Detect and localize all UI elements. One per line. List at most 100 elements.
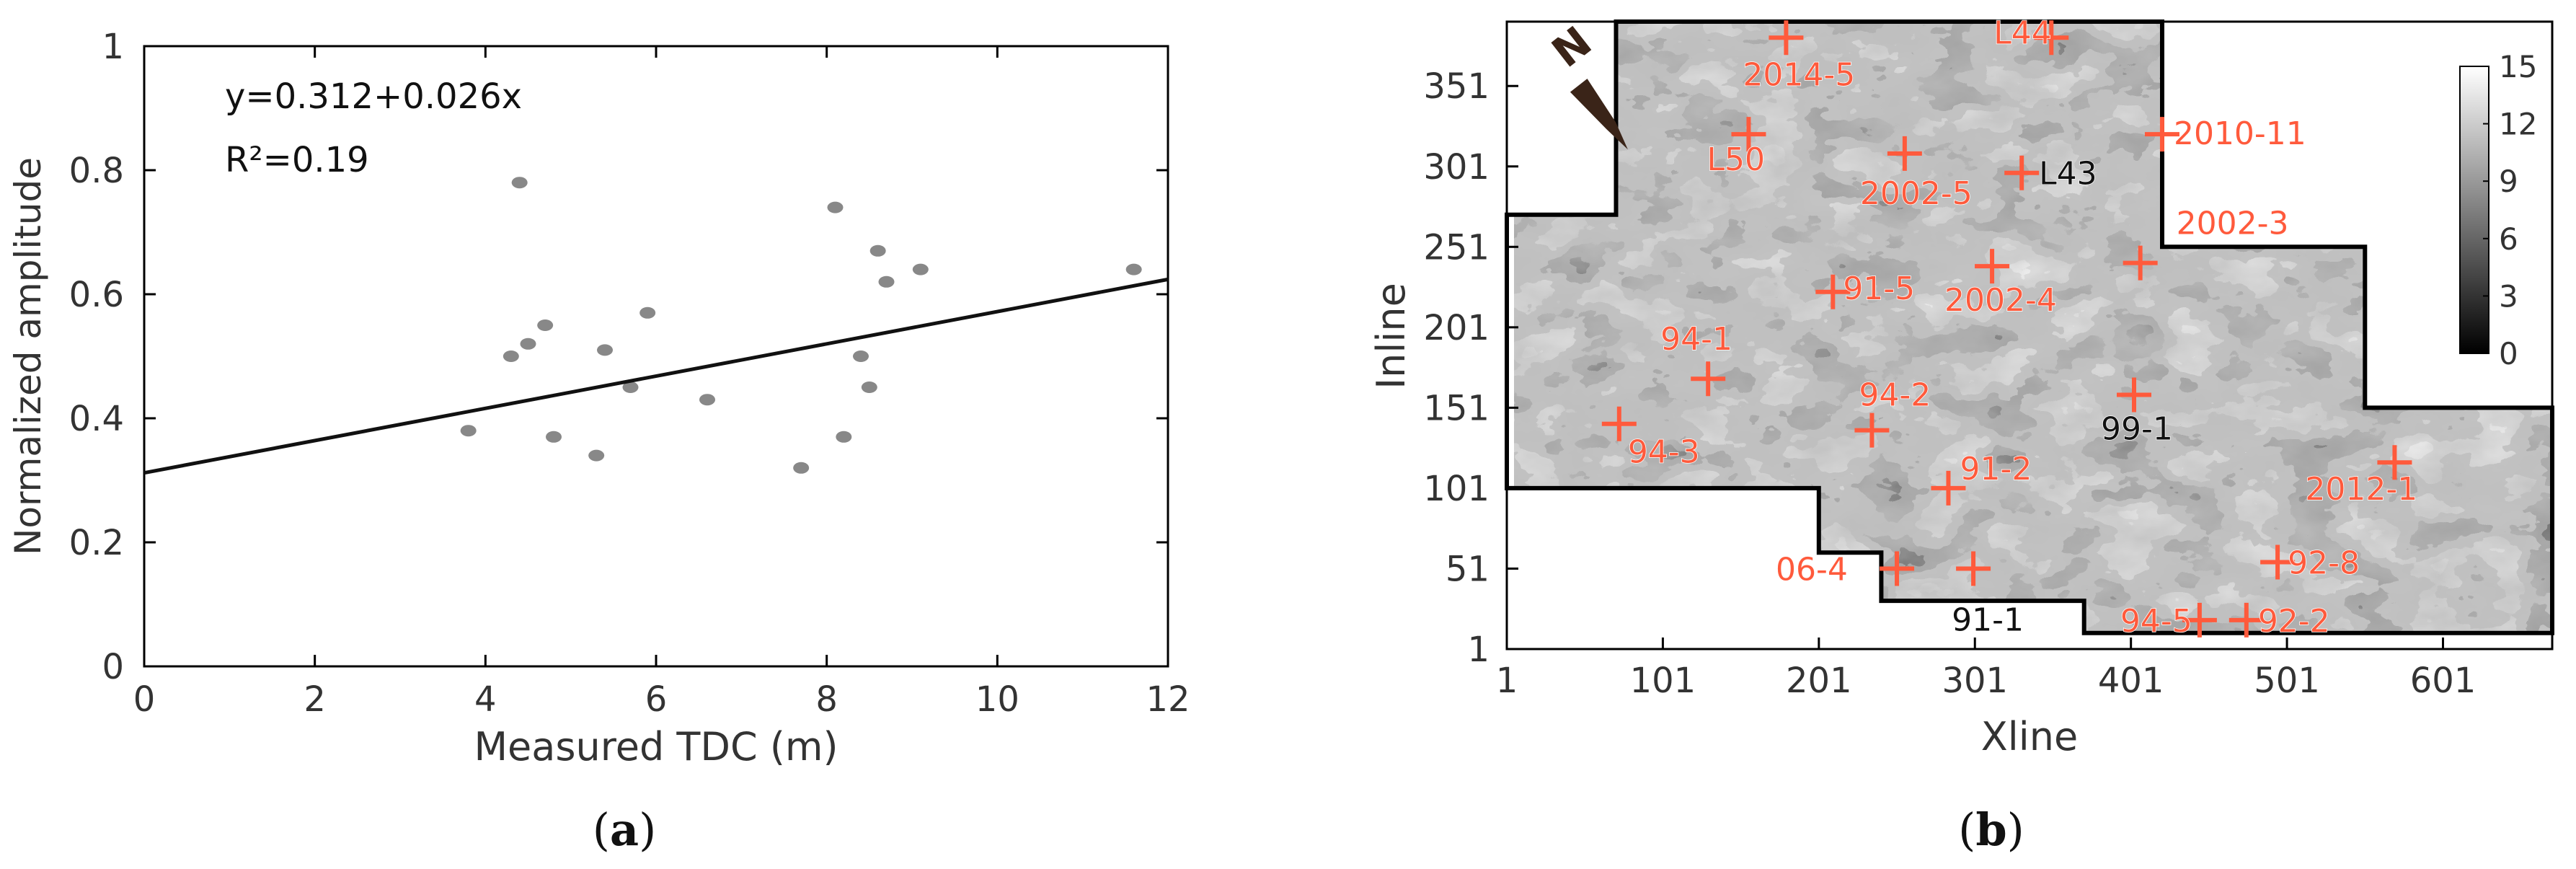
data-point — [588, 449, 605, 462]
data-point — [793, 462, 810, 474]
well-2012-1: 2012-1 — [2305, 445, 2418, 508]
x-axis-label-a: Measured TDC (m) — [474, 724, 838, 769]
y-tick-label-b: 51 — [1446, 549, 1490, 589]
x-tick-label-b: 601 — [2410, 661, 2477, 701]
well-label: 92-2 — [2258, 603, 2330, 640]
well-2002-5: 2002-5 — [1859, 136, 1973, 213]
data-point — [622, 381, 639, 393]
data-point — [869, 244, 886, 257]
colorbar-tick-label: 15 — [2499, 49, 2537, 84]
data-point — [639, 306, 656, 319]
well-label: 92-8 — [2288, 545, 2360, 582]
y-tick-label-b: 351 — [1423, 66, 1490, 107]
well-label: L50 — [1707, 141, 1765, 178]
data-point — [597, 344, 613, 356]
well-94-3: 94-3 — [1601, 406, 1700, 471]
x-tick-label-a: 8 — [815, 679, 838, 720]
y-axis-label-a: Normalized amplitude — [7, 157, 49, 555]
y-tick-label-b: 301 — [1423, 147, 1490, 188]
well-L43: L43 — [2004, 155, 2097, 193]
x-tick-label-a: 10 — [975, 679, 1019, 720]
y-tick-label-a: 0.2 — [69, 523, 124, 563]
well-label: 94-3 — [1628, 434, 1700, 471]
well-label: 2010-11 — [2174, 115, 2306, 152]
well-label: 2002-5 — [1860, 175, 1973, 212]
well-92-2: 92-2 — [2228, 602, 2330, 640]
y-tick-label-a: 1 — [102, 27, 124, 67]
y-tick-label-a: 0.4 — [69, 399, 124, 439]
panel-label-b: (b) — [1958, 803, 2024, 856]
regression-line — [143, 277, 1169, 475]
regression-equation: y=0.312+0.026x — [225, 76, 522, 117]
colorbar: 0 3 6 9 12 15 — [2459, 49, 2537, 371]
data-point — [853, 350, 869, 362]
x-tick-label-b: 101 — [1630, 661, 1696, 701]
well-2014-5: 2014-5 — [1743, 20, 1856, 94]
data-point — [827, 201, 844, 213]
well-L44: L44 — [1993, 14, 2069, 56]
well-label: 94-2 — [1859, 377, 1931, 414]
data-point — [511, 177, 528, 189]
data-point — [699, 394, 715, 406]
panel-b: 1 101 201 301 401 501 601151101151201251301351… — [1368, 14, 2554, 856]
well-label: 06-4 — [1776, 551, 1848, 588]
well-91-5: 91-5 — [1815, 270, 1916, 309]
data-point — [460, 425, 477, 437]
x-tick-label-a: 2 — [304, 679, 326, 720]
well-92-8: 92-8 — [2260, 544, 2360, 582]
well-label: 2002-4 — [1944, 282, 2057, 319]
well-label: 99-1 — [2101, 411, 2173, 448]
well-91-1: 91-1 — [1951, 551, 2024, 639]
data-point — [1125, 263, 1142, 275]
data-point — [861, 381, 877, 393]
data-point — [520, 338, 536, 350]
data-point — [503, 350, 519, 362]
well-label: 2002-3 — [2177, 206, 2289, 242]
data-point — [537, 319, 554, 331]
well-L50: L50 — [1707, 117, 1766, 179]
colorbar-ticks: 0 3 6 9 12 15 — [2483, 49, 2537, 371]
y-tick-label-b: 1 — [1467, 630, 1490, 670]
colorbar-tick-label: 0 — [2499, 336, 2518, 371]
x-tick-label-a: 12 — [1146, 679, 1190, 720]
y-tick-label-b: 201 — [1423, 308, 1490, 348]
colorbar-tick-label: 9 — [2499, 164, 2518, 199]
well-2010-11: 2010-11 — [2144, 115, 2307, 153]
x-tick-label-b: 401 — [2098, 661, 2164, 701]
r-squared: R²=0.19 — [225, 140, 369, 180]
x-tick-label-b: 201 — [1786, 661, 1852, 701]
well-94-2: 94-2 — [1854, 376, 1931, 448]
x-tick-label-b: 301 — [1942, 661, 2008, 701]
well-label: 94-5 — [2120, 603, 2192, 640]
x-tick-label-a: 0 — [133, 679, 156, 720]
well-91-2: 91-2 — [1931, 450, 2032, 506]
well-94-5: 94-5 — [2120, 602, 2217, 640]
well-label: 91-2 — [1960, 451, 2032, 488]
well-label: 91-5 — [1843, 270, 1915, 307]
y-tick-label-b: 151 — [1423, 388, 1490, 428]
x-tick-label-a: 6 — [645, 679, 668, 720]
plot-b-frame — [1505, 20, 2554, 650]
well-94-1: 94-1 — [1660, 320, 1733, 397]
well-06-4: 06-4 — [1775, 551, 1915, 588]
y-tick-label-a: 0.6 — [69, 275, 124, 315]
x-tick-label-a: 4 — [474, 679, 497, 720]
y-tick-label-b: 101 — [1423, 469, 1490, 509]
data-point — [836, 431, 852, 443]
survey-boundary — [1505, 19, 2554, 635]
y-axis-label-b: Inline — [1368, 283, 1414, 389]
well-label: 2014-5 — [1743, 56, 1855, 93]
y-tick-label-a: 0.8 — [69, 151, 124, 191]
y-tick-label-a: 0 — [102, 647, 124, 687]
well-99-1: 99-1 — [2100, 377, 2174, 448]
well-label: 91-1 — [1952, 601, 2024, 638]
data-point — [912, 263, 929, 275]
data-point — [878, 275, 895, 288]
y-tick-label-b: 251 — [1423, 227, 1490, 268]
well-label: L44 — [1993, 14, 2052, 51]
north-icon: N — [1543, 17, 1601, 76]
well-2002-3: 2002-3 — [2123, 205, 2289, 281]
x-axis-label-b: Xline — [1981, 714, 2078, 759]
